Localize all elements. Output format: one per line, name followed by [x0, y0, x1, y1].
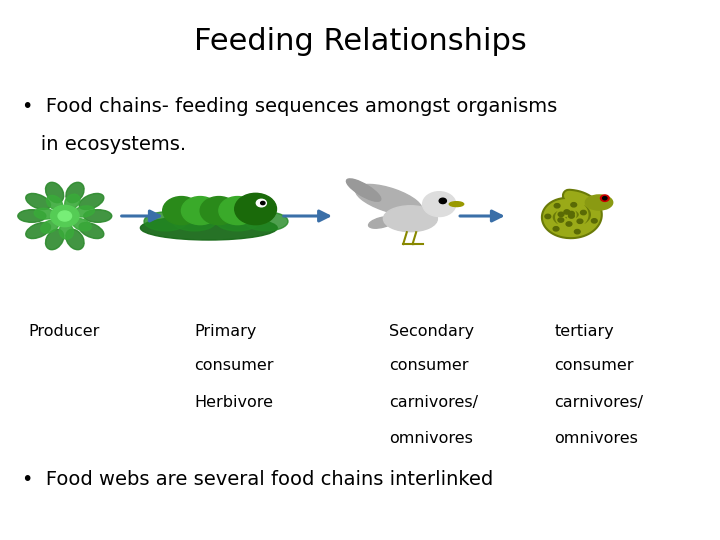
Circle shape: [575, 230, 580, 234]
Circle shape: [261, 201, 265, 205]
Text: omnivores: omnivores: [554, 431, 638, 447]
Ellipse shape: [26, 193, 50, 210]
Circle shape: [200, 197, 238, 225]
Text: tertiary: tertiary: [554, 324, 614, 339]
Ellipse shape: [73, 219, 91, 231]
Ellipse shape: [45, 230, 64, 249]
Circle shape: [580, 211, 586, 215]
Ellipse shape: [65, 194, 80, 209]
Text: consumer: consumer: [389, 358, 468, 373]
Text: in ecosystems.: in ecosystems.: [22, 135, 186, 154]
Ellipse shape: [66, 230, 84, 249]
Circle shape: [554, 204, 560, 208]
Circle shape: [163, 197, 200, 225]
Ellipse shape: [245, 212, 288, 231]
Circle shape: [558, 218, 564, 222]
Ellipse shape: [216, 212, 259, 231]
Circle shape: [588, 202, 594, 206]
Circle shape: [219, 197, 256, 225]
Circle shape: [558, 212, 564, 217]
Ellipse shape: [34, 208, 55, 219]
Ellipse shape: [47, 195, 63, 210]
Ellipse shape: [18, 210, 46, 222]
Ellipse shape: [26, 222, 50, 239]
Ellipse shape: [140, 215, 277, 240]
Circle shape: [238, 197, 275, 225]
Circle shape: [235, 193, 276, 225]
Ellipse shape: [41, 220, 58, 233]
Circle shape: [545, 214, 551, 219]
Circle shape: [600, 195, 609, 201]
Ellipse shape: [585, 195, 613, 210]
Ellipse shape: [79, 193, 104, 210]
Text: consumer: consumer: [554, 358, 634, 373]
Circle shape: [553, 227, 559, 231]
Ellipse shape: [384, 206, 438, 232]
Text: carnivores/: carnivores/: [554, 395, 644, 410]
Ellipse shape: [45, 183, 64, 202]
Text: Primary: Primary: [194, 324, 257, 339]
Ellipse shape: [173, 212, 216, 231]
Circle shape: [423, 192, 456, 217]
Text: •  Food chains- feeding sequences amongst organisms: • Food chains- feeding sequences amongst…: [22, 97, 557, 116]
Circle shape: [569, 214, 575, 218]
Circle shape: [571, 202, 577, 207]
Text: Feeding Relationships: Feeding Relationships: [194, 27, 526, 56]
Circle shape: [591, 219, 597, 223]
Text: Herbivore: Herbivore: [194, 395, 274, 410]
Text: Secondary: Secondary: [389, 324, 474, 339]
Circle shape: [181, 197, 219, 225]
Ellipse shape: [59, 224, 73, 239]
Circle shape: [569, 211, 575, 215]
Circle shape: [50, 205, 79, 227]
Ellipse shape: [66, 183, 84, 202]
Text: carnivores/: carnivores/: [389, 395, 478, 410]
Circle shape: [566, 222, 572, 226]
Text: consumer: consumer: [194, 358, 274, 373]
Circle shape: [564, 210, 570, 214]
Ellipse shape: [84, 210, 112, 222]
Circle shape: [439, 198, 446, 204]
Ellipse shape: [346, 179, 381, 201]
Circle shape: [577, 219, 583, 224]
Circle shape: [256, 199, 266, 207]
Text: •  Food webs are several food chains interlinked: • Food webs are several food chains inte…: [22, 470, 493, 489]
Text: omnivores: omnivores: [389, 431, 472, 447]
Ellipse shape: [144, 212, 187, 231]
Text: Producer: Producer: [29, 324, 100, 339]
Ellipse shape: [74, 206, 94, 217]
Ellipse shape: [449, 201, 464, 206]
Ellipse shape: [356, 185, 422, 215]
Circle shape: [58, 211, 71, 221]
Circle shape: [603, 197, 607, 200]
Ellipse shape: [369, 217, 395, 228]
Ellipse shape: [79, 222, 104, 239]
